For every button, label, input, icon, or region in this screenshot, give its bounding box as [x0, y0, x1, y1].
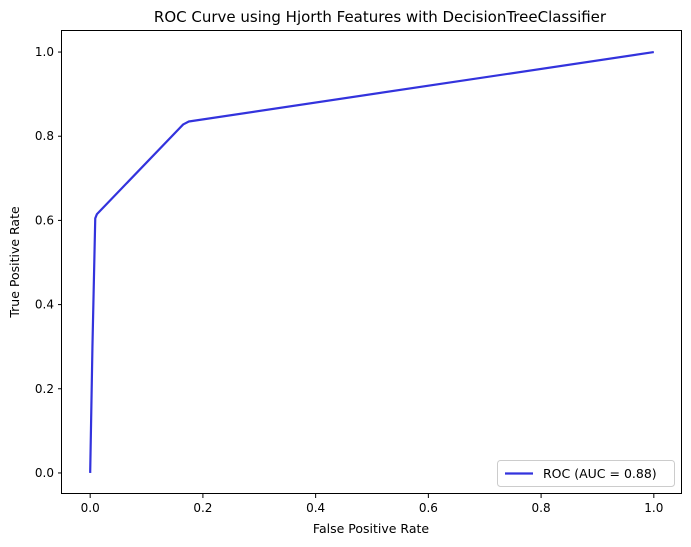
y-tick-label: 0.8 [35, 129, 54, 143]
roc-curve-line [89, 50, 654, 473]
x-tick-label: 0.8 [532, 501, 551, 515]
x-tick-label: 0.0 [81, 501, 100, 515]
y-tick-label: 0.6 [35, 213, 54, 227]
y-tick-label: 0.4 [35, 298, 54, 312]
y-tick-label: 1.0 [35, 45, 54, 59]
y-tick-label: 0.2 [35, 382, 54, 396]
y-axis-label: True Positive Rate [7, 206, 22, 319]
legend-box [497, 460, 675, 487]
y-tick-label: 0.0 [35, 466, 54, 480]
legend: ROC (AUC = 0.88) [497, 460, 675, 487]
x-axis: 0.0 0.2 0.4 0.6 0.8 1.0 [81, 494, 663, 515]
x-tick-label: 0.4 [306, 501, 325, 515]
legend-label: ROC (AUC = 0.88) [543, 466, 657, 481]
y-axis: 0.0 0.2 0.4 0.6 0.8 1.0 [35, 45, 62, 480]
x-axis-label: False Positive Rate [313, 521, 429, 536]
plot-area [89, 50, 654, 473]
chart-title: ROC Curve using Hjorth Features with Dec… [154, 8, 607, 26]
x-tick-label: 0.2 [193, 501, 212, 515]
x-tick-label: 1.0 [644, 501, 663, 515]
x-tick-label: 0.6 [419, 501, 438, 515]
plot-frame [61, 30, 682, 494]
